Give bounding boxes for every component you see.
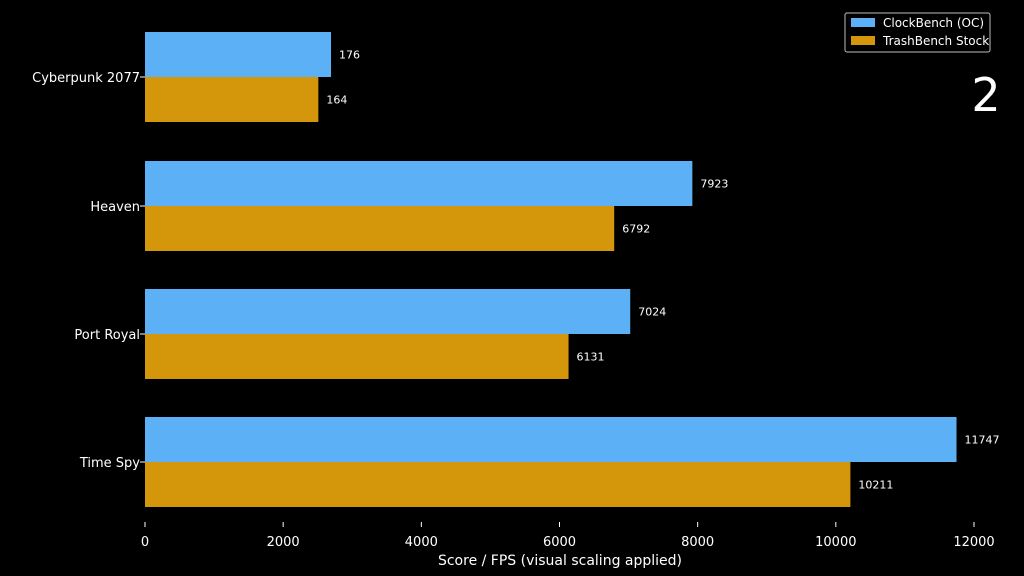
bars-layer: 176 164 7923 6792 7024 6131 11747 10211 [145,32,1000,507]
legend-label-clockbench: ClockBench (OC) [883,16,984,30]
legend-swatch-clockbench [851,18,875,27]
bar [145,417,957,462]
bar-value-label: 176 [339,49,360,62]
bar [145,77,319,122]
bar-value-label: 7024 [638,306,666,319]
y-tick-label: Heaven [90,200,140,215]
legend-box [844,12,991,53]
corner-number: 2 [971,68,1000,122]
x-tick-label: 4000 [405,535,438,550]
y-tick-label: Port Royal [74,328,140,343]
bar [145,32,332,77]
x-tick-label: 0 [141,535,149,550]
x-tick-label: 6000 [543,535,576,550]
x-tick-label: 2000 [267,535,300,550]
legend-swatch-trashbench [851,36,875,45]
y-tick-label: Time Spy [79,456,140,471]
x-axis-ticks: 0 2000 4000 6000 8000 10000 12000 [141,522,995,550]
bar [145,206,615,251]
x-tick-label: 10000 [815,535,856,550]
bar-value-label: 6131 [577,351,605,364]
bar-value-label: 11747 [965,434,1000,447]
bar [145,462,851,507]
x-tick-label: 8000 [681,535,714,550]
bar-value-label: 7923 [700,178,728,191]
bar-value-label: 10211 [858,479,893,492]
legend-label-trashbench: TrashBench Stock [882,34,989,48]
y-tick-label: Cyberpunk 2077 [32,71,140,86]
bar [145,334,569,379]
x-axis-label: Score / FPS (visual scaling applied) [438,553,682,569]
bar [145,289,631,334]
bar [145,161,693,206]
x-tick-label: 12000 [953,535,994,550]
legend: ClockBench (OC) TrashBench Stock [844,12,991,53]
bar-value-label: 164 [326,94,347,107]
bar-value-label: 6792 [622,223,650,236]
y-axis-labels: Cyberpunk 2077 Heaven Port Royal Time Spy [32,71,145,471]
